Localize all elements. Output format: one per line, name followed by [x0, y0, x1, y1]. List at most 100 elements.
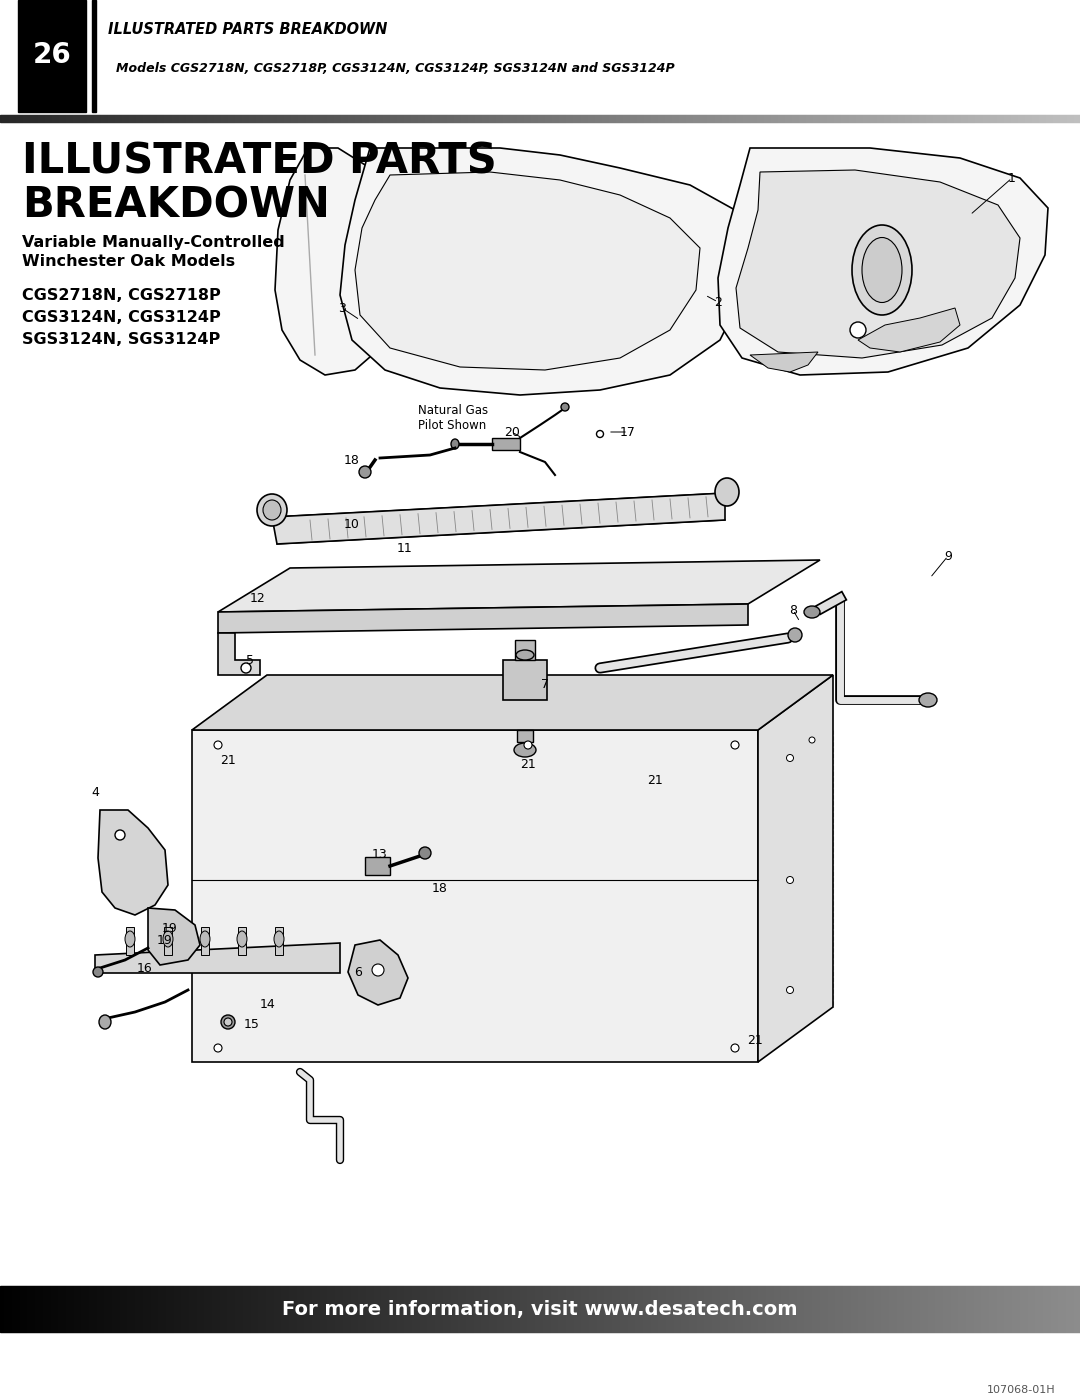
Polygon shape [218, 633, 260, 675]
Bar [201, 928, 210, 956]
Polygon shape [355, 172, 700, 370]
Ellipse shape [731, 740, 739, 749]
Text: CGS3124N, CGS3124P: CGS3124N, CGS3124P [22, 310, 220, 326]
Text: 107068-01H: 107068-01H [986, 1384, 1055, 1396]
Ellipse shape [596, 430, 604, 437]
Polygon shape [192, 675, 833, 731]
Polygon shape [95, 943, 340, 972]
Bar [517, 731, 534, 742]
Text: 3: 3 [338, 302, 346, 314]
Ellipse shape [214, 1044, 222, 1052]
Bar [503, 659, 546, 700]
Ellipse shape [451, 439, 459, 448]
Ellipse shape [264, 500, 281, 520]
Ellipse shape [788, 629, 802, 643]
Text: 8: 8 [789, 604, 797, 616]
Polygon shape [218, 604, 748, 633]
Text: 21: 21 [521, 759, 536, 771]
Text: Variable Manually-Controlled: Variable Manually-Controlled [22, 235, 285, 250]
Bar [492, 439, 519, 450]
Polygon shape [718, 148, 1048, 374]
Ellipse shape [274, 930, 284, 947]
Ellipse shape [200, 930, 210, 947]
Text: 4: 4 [91, 785, 99, 799]
Polygon shape [340, 148, 750, 395]
Ellipse shape [419, 847, 431, 859]
Text: 18: 18 [432, 882, 448, 894]
Ellipse shape [93, 967, 103, 977]
Text: BREAKDOWN: BREAKDOWN [22, 184, 329, 226]
Polygon shape [148, 908, 200, 965]
Text: 13: 13 [373, 848, 388, 862]
Text: Models CGS2718N, CGS2718P, CGS3124N, CGS3124P, SGS3124N and SGS3124P: Models CGS2718N, CGS2718P, CGS3124N, CGS… [116, 61, 675, 74]
Polygon shape [275, 148, 395, 374]
Ellipse shape [257, 495, 287, 527]
Polygon shape [758, 675, 833, 1062]
Ellipse shape [359, 467, 372, 478]
Ellipse shape [809, 738, 815, 743]
Ellipse shape [850, 321, 866, 338]
Text: 9: 9 [944, 549, 951, 563]
Text: 16: 16 [137, 961, 153, 975]
Polygon shape [735, 170, 1020, 358]
Ellipse shape [919, 693, 937, 707]
Ellipse shape [561, 402, 569, 411]
Bar [238, 928, 246, 956]
Ellipse shape [163, 930, 173, 947]
Ellipse shape [99, 1016, 111, 1030]
Text: 21: 21 [220, 753, 235, 767]
Polygon shape [98, 810, 168, 915]
Ellipse shape [125, 930, 135, 947]
Bar [18, 0, 86, 112]
Text: 17: 17 [620, 426, 636, 439]
Ellipse shape [852, 225, 912, 314]
Text: SGS3124N, SGS3124P: SGS3124N, SGS3124P [22, 332, 220, 348]
Text: 26: 26 [32, 41, 71, 68]
Ellipse shape [516, 650, 534, 659]
Text: 21: 21 [747, 1034, 762, 1046]
Ellipse shape [786, 876, 794, 883]
Ellipse shape [114, 830, 125, 840]
Text: 10: 10 [345, 518, 360, 531]
Ellipse shape [786, 986, 794, 993]
Bar [126, 928, 134, 956]
Text: 1: 1 [1008, 172, 1016, 184]
Text: 18: 18 [345, 454, 360, 467]
Bar [515, 640, 535, 659]
Text: 5: 5 [246, 654, 254, 666]
Ellipse shape [804, 606, 820, 617]
Bar [365, 856, 390, 875]
Ellipse shape [221, 1016, 235, 1030]
Text: 2: 2 [714, 296, 721, 309]
Text: For more information, visit www.desatech.com: For more information, visit www.desatech… [282, 1299, 798, 1319]
Ellipse shape [786, 754, 794, 761]
Ellipse shape [514, 743, 536, 757]
Ellipse shape [372, 964, 384, 977]
Ellipse shape [862, 237, 902, 303]
Text: 6: 6 [354, 965, 362, 978]
Polygon shape [858, 307, 960, 352]
Polygon shape [192, 731, 758, 1062]
Text: 15: 15 [244, 1018, 260, 1031]
Ellipse shape [237, 930, 247, 947]
Ellipse shape [224, 1018, 232, 1025]
Ellipse shape [715, 478, 739, 506]
Bar [275, 928, 283, 956]
Ellipse shape [214, 740, 222, 749]
Polygon shape [272, 493, 725, 543]
Ellipse shape [524, 740, 532, 749]
Polygon shape [348, 940, 408, 1004]
Bar [164, 928, 172, 956]
Text: CGS2718N, CGS2718P: CGS2718N, CGS2718P [22, 289, 220, 303]
Polygon shape [218, 560, 820, 612]
Ellipse shape [731, 1044, 739, 1052]
Ellipse shape [241, 664, 251, 673]
Text: 20: 20 [504, 426, 519, 439]
Text: 11: 11 [397, 542, 413, 555]
Text: 19: 19 [162, 922, 178, 935]
Bar [92, 0, 96, 112]
Text: 14: 14 [260, 999, 275, 1011]
Text: 12: 12 [251, 591, 266, 605]
Text: 21: 21 [647, 774, 663, 787]
Text: ILLUSTRATED PARTS BREAKDOWN: ILLUSTRATED PARTS BREAKDOWN [108, 22, 388, 38]
